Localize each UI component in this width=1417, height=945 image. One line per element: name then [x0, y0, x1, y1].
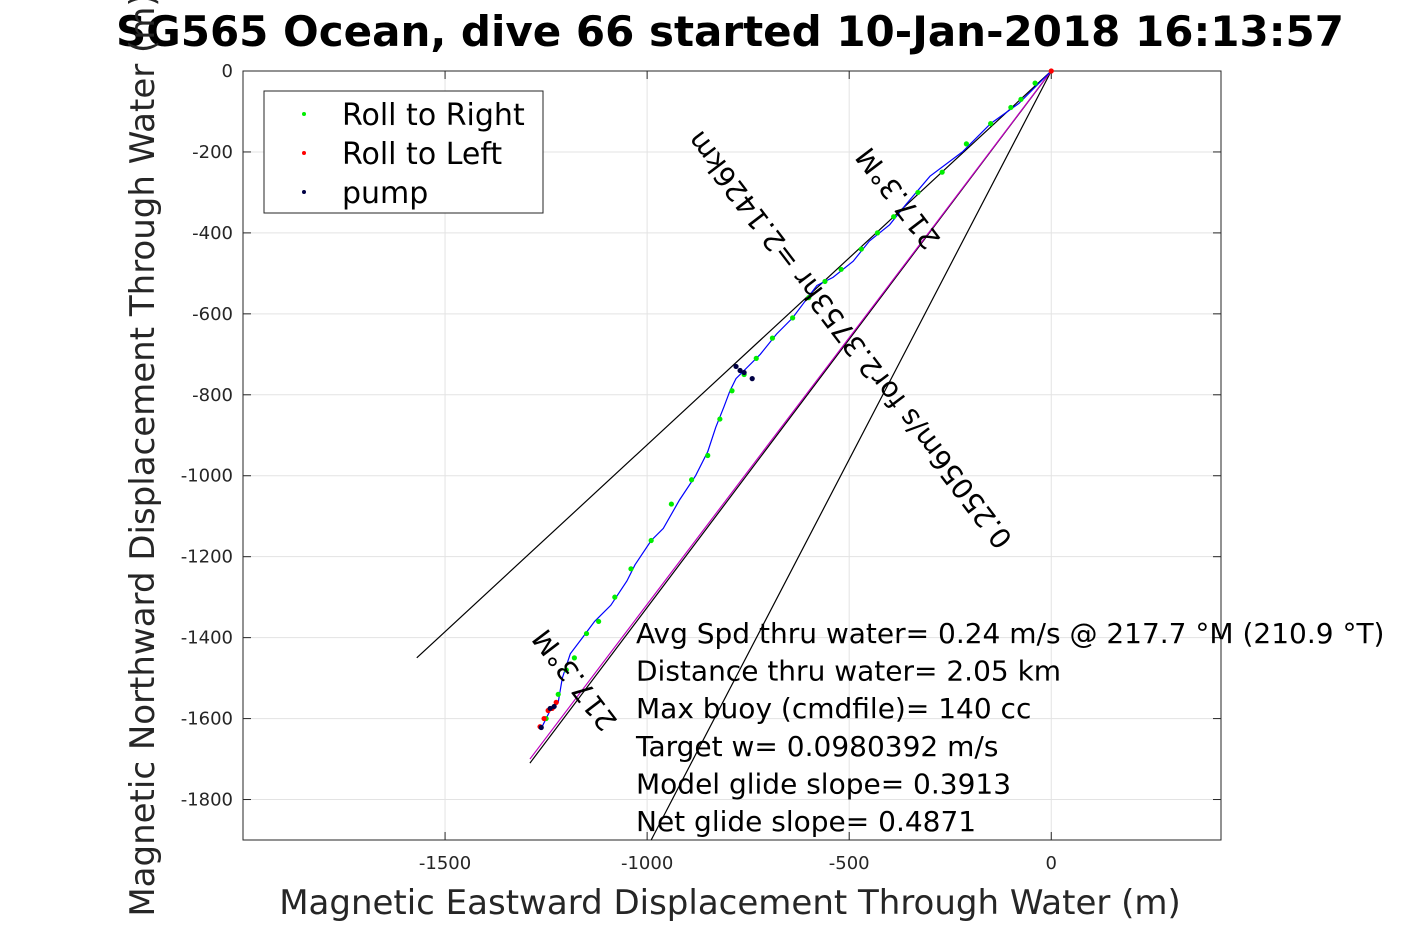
legend-label: pump	[342, 176, 428, 211]
roll-right-point	[612, 594, 618, 600]
y-tick-label: -800	[192, 385, 233, 406]
summary-annotation: Max buoy (cmdfile)= 140 cc	[636, 692, 1031, 725]
reference-line	[416, 70, 1052, 659]
chart-title: SG565 Ocean, dive 66 started 10-Jan-2018…	[116, 7, 1344, 56]
y-tick-label: -200	[192, 142, 233, 163]
x-tick-label: -1000	[621, 853, 673, 874]
y-tick-label: -400	[192, 223, 233, 244]
roll-right-point	[571, 655, 577, 661]
legend-label: Roll to Right	[342, 98, 525, 133]
summary-annotation: Net glide slope= 0.4871	[636, 805, 976, 838]
roll-right-point	[717, 416, 723, 422]
pump-point	[538, 724, 544, 731]
legend-label: Roll to Left	[342, 137, 502, 172]
summary-annotation: Avg Spd thru water= 0.24 m/s @ 217.7 °M …	[636, 617, 1384, 650]
roll-left-point	[1048, 68, 1054, 74]
direction-label: 0.25056m/s for2.3753hr =2.1426km	[680, 125, 1019, 555]
x-axis-label: Magnetic Eastward Displacement Through W…	[279, 883, 1181, 923]
roll-right-point	[1032, 80, 1038, 86]
x-tick-label: 0	[1046, 853, 1057, 874]
roll-right-point	[1018, 96, 1024, 102]
reference-line	[650, 70, 1052, 841]
roll-right-point	[753, 355, 759, 361]
y-tick-label: -1400	[181, 628, 233, 649]
legend-box	[263, 90, 544, 214]
roll-left-point	[541, 715, 547, 722]
legend-marker	[302, 190, 306, 194]
roll-right-point	[688, 477, 695, 483]
y-tick-label: 0	[222, 61, 233, 82]
annotations: Avg Spd thru water= 0.24 m/s @ 217.7 °M …	[635, 617, 1384, 838]
legend: Roll to Right Roll to Left pump	[263, 90, 544, 214]
legend-marker	[302, 151, 306, 155]
roll-right-point	[668, 501, 674, 507]
y-tick-label: -1200	[181, 547, 233, 568]
roll-right-point	[874, 230, 881, 236]
axis-ticks: -1500 -1000 -500 0 0 -200 -400 -600 -800 -1000 -12…	[181, 61, 1221, 874]
y-tick-label: -1800	[181, 790, 233, 811]
roll-right-point	[988, 121, 994, 127]
y-tick-label: -600	[192, 304, 233, 325]
roll-right-point	[648, 537, 654, 544]
summary-annotation: Target w= 0.0980392 m/s	[635, 730, 998, 763]
roll-right-point	[628, 566, 634, 572]
y-tick-label: -1000	[181, 466, 233, 487]
roll-right-point	[939, 169, 945, 175]
pump-point	[733, 363, 739, 370]
roll-right-point	[1008, 104, 1014, 111]
reference-lines	[416, 70, 1052, 841]
roll-right-point	[915, 189, 921, 196]
roll-right-point	[555, 691, 561, 697]
track-line	[541, 70, 1052, 727]
legend-marker	[302, 112, 306, 116]
roll-right-point	[596, 618, 602, 625]
pump-point	[749, 376, 755, 382]
y-axis-label: Magnetic Northward Displacement Through …	[123, 0, 163, 917]
roll-right-point	[790, 315, 796, 321]
roll-left-point	[553, 699, 559, 705]
direction-label: 217.3°M	[526, 623, 624, 737]
roll-right-point	[705, 452, 711, 459]
roll-right-point	[769, 335, 776, 341]
roll-right-point	[838, 266, 844, 272]
pump-point	[547, 705, 553, 712]
track-points	[537, 68, 1054, 731]
roll-right-point	[806, 295, 812, 301]
direction-label: 217.3°M	[849, 141, 947, 255]
pump-point	[741, 369, 747, 376]
roll-right-point	[822, 278, 828, 285]
plot-area-frame	[242, 70, 1222, 841]
x-tick-label: -500	[829, 853, 870, 874]
roll-right-point	[858, 246, 864, 252]
roll-right-point	[891, 214, 897, 220]
pump-point	[551, 703, 557, 710]
roll-right-point	[583, 630, 590, 637]
roll-right-point	[563, 667, 569, 673]
pump-point	[737, 367, 743, 374]
x-tick-label: -1500	[419, 853, 471, 874]
reference-line	[529, 70, 1052, 760]
roll-right-point	[729, 388, 735, 394]
y-tick-label: -1600	[181, 709, 233, 730]
track	[541, 70, 1052, 727]
summary-annotation: Distance thru water= 2.05 km	[636, 655, 1061, 688]
roll-right-point	[963, 141, 969, 147]
summary-annotation: Model glide slope= 0.3913	[636, 767, 1011, 800]
